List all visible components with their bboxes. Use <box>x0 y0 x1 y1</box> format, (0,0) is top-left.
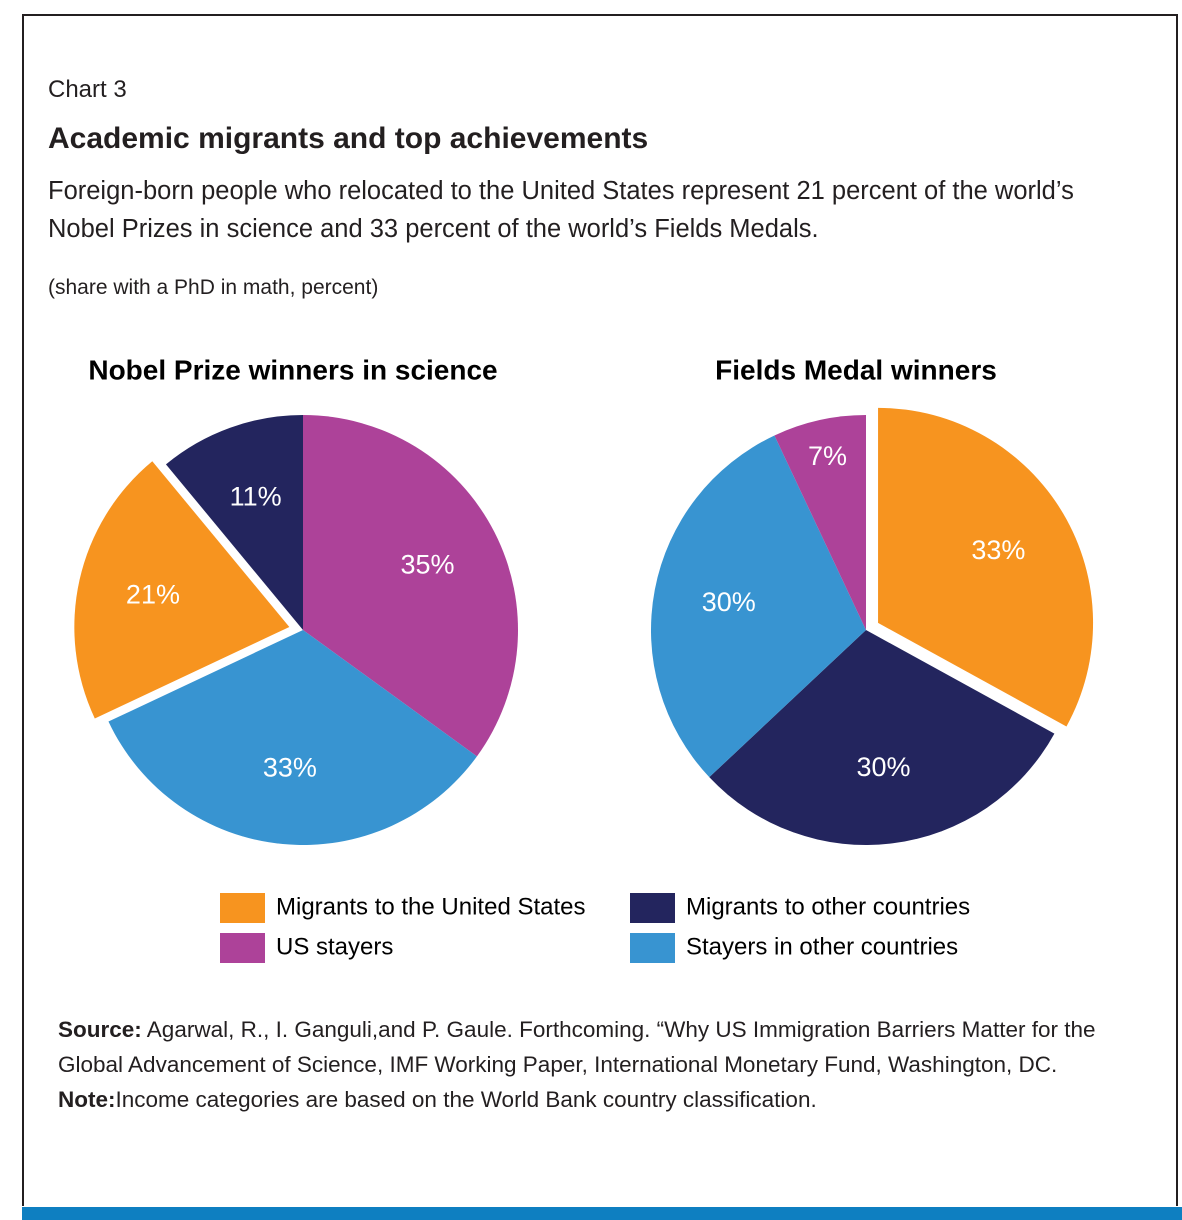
value-label: 33% <box>263 752 317 782</box>
note-label: Note: <box>58 1087 116 1112</box>
title: Academic migrants and top achievements <box>48 122 649 155</box>
pie-slice <box>651 435 866 778</box>
value-label: 35% <box>400 550 454 580</box>
pie-slice <box>709 630 1055 845</box>
legend-swatch <box>630 893 675 923</box>
charts: Nobel Prize winners in science 35% 33% 21% 1… <box>74 354 1094 963</box>
pie-slice <box>878 407 1094 727</box>
frame <box>22 14 1178 1206</box>
value-label: 30% <box>856 752 910 782</box>
unit-note: (share with a PhD in math, percent) <box>48 276 379 299</box>
value-label: 11% <box>230 482 282 512</box>
subtitle: Foreign-born people who relocated to the… <box>48 177 1074 243</box>
pie-slice <box>108 630 477 845</box>
pie-title: Nobel Prize winners in science <box>88 354 497 385</box>
legend-label: US stayers <box>276 933 393 960</box>
value-label: 30% <box>702 587 756 617</box>
legend-label: Stayers in other countries <box>686 933 958 960</box>
chart-label: Chart 3 <box>48 76 127 103</box>
footer-bar <box>22 1207 1182 1220</box>
legend-swatch <box>220 933 265 963</box>
legend-label: Migrants to other countries <box>686 893 970 920</box>
pie-title: Fields Medal winners <box>715 354 997 385</box>
value-label: 7% <box>808 441 847 471</box>
source-label: Source: <box>58 1017 142 1042</box>
source: Source: Agarwal, R., I. Ganguli,and P. G… <box>58 1012 1158 1082</box>
note-text: Income categories are based on the World… <box>115 1087 817 1112</box>
value-label: 21% <box>126 580 180 610</box>
value-label: 33% <box>971 535 1025 565</box>
legend-label: Migrants to the United States <box>276 893 586 920</box>
pie-slice <box>303 415 518 757</box>
legend-swatch <box>630 933 675 963</box>
pie-slice <box>165 415 303 630</box>
pie-slice <box>774 415 866 630</box>
legend-swatch <box>220 893 265 923</box>
pie-slice <box>74 461 290 719</box>
source-block: Source: Agarwal, R., I. Ganguli,and P. G… <box>58 1012 1158 1117</box>
note: Note:Income categories are based on the … <box>58 1082 1158 1117</box>
source-text: Agarwal, R., I. Ganguli,and P. Gaule. Fo… <box>58 1017 1096 1077</box>
